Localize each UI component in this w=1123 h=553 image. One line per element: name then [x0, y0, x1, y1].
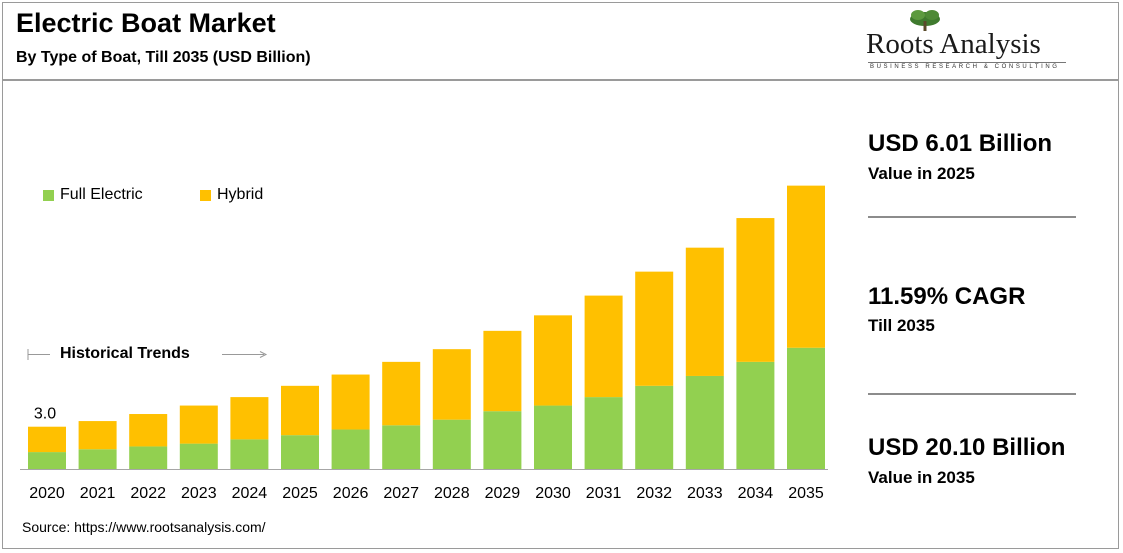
bar-hybrid-2025 — [281, 385, 319, 436]
x-tick-2029: 2029 — [485, 485, 521, 502]
bar-hybrid-2034 — [736, 218, 775, 362]
x-tick-2027: 2027 — [383, 485, 419, 502]
bar-hybrid-2022 — [129, 414, 168, 447]
x-tick-2022: 2022 — [130, 485, 166, 502]
bar-full-electric-2031 — [584, 397, 623, 469]
x-tick-2025: 2025 — [282, 485, 318, 502]
bar-hybrid-2031 — [584, 295, 623, 398]
historical-trends-marker — [27, 349, 268, 360]
bar-hybrid-2032 — [635, 271, 674, 386]
header-divider — [2, 79, 1119, 81]
x-tick-2020: 2020 — [29, 485, 65, 502]
roots-analysis-logo — [868, 10, 1066, 63]
x-tick-2026: 2026 — [333, 485, 369, 502]
bar-hybrid-2024 — [230, 397, 269, 440]
bar-hybrid-2033 — [685, 247, 724, 376]
bar-hybrid-2035 — [787, 185, 825, 348]
highlight-cagr-caption: Till 2035 — [868, 316, 935, 335]
x-tick-2023: 2023 — [181, 485, 217, 502]
highlight-divider-2 — [868, 393, 1076, 395]
bar-full-electric-2033 — [685, 375, 724, 469]
x-tick-2028: 2028 — [434, 485, 470, 502]
bar-full-electric-2020 — [28, 452, 66, 469]
bar-full-electric-2027 — [382, 425, 421, 469]
highlight-2035-value: USD 20.10 Billion — [868, 434, 1066, 461]
bar-full-electric-2035 — [787, 347, 825, 469]
bar-hybrid-2021 — [78, 421, 117, 450]
bar-hybrid-2027 — [382, 361, 421, 426]
x-tick-2032: 2032 — [636, 485, 672, 502]
x-tick-2034: 2034 — [738, 485, 774, 502]
bar-hybrid-2029 — [483, 330, 522, 412]
page-subtitle: By Type of Boat, Till 2035 (USD Billion) — [16, 49, 311, 66]
bar-full-electric-2026 — [331, 429, 370, 469]
logo-tagline: BUSINESS RESEARCH & CONSULTING — [870, 64, 1060, 70]
x-tick-2031: 2031 — [586, 485, 622, 502]
bar-full-electric-2030 — [534, 405, 572, 469]
x-tick-2021: 2021 — [80, 485, 116, 502]
historical-trends-label: Historical Trends — [60, 345, 190, 362]
bar-hybrid-2023 — [179, 405, 218, 444]
bar-hybrid-2028 — [432, 349, 471, 420]
x-tick-2024: 2024 — [232, 485, 268, 502]
x-tick-2033: 2033 — [687, 485, 723, 502]
bar-full-electric-2028 — [432, 419, 471, 469]
page-title: Electric Boat Market — [16, 8, 276, 38]
highlight-2025-value: USD 6.01 Billion — [868, 130, 1053, 157]
highlight-divider-1 — [868, 216, 1076, 218]
highlight-2035-caption: Value in 2035 — [868, 468, 975, 487]
bar-full-electric-2032 — [635, 385, 674, 469]
bar-full-electric-2023 — [179, 443, 218, 469]
legend-swatch-hybrid — [200, 189, 211, 201]
bar-full-electric-2022 — [129, 446, 168, 469]
bar-full-electric-2029 — [483, 411, 522, 469]
logo-name: Roots Analysis — [866, 28, 1041, 60]
bar-hybrid-2030 — [534, 315, 572, 406]
highlight-2025-caption: Value in 2025 — [868, 164, 975, 183]
bar-hybrid-2020 — [28, 426, 66, 453]
data-label-2020: 3.0 — [34, 406, 56, 423]
legend-item-full-electric: Full Electric — [43, 186, 143, 204]
source-note: Source: https://www.rootsanalysis.com/ — [22, 519, 266, 535]
x-tick-2035: 2035 — [788, 485, 824, 502]
bar-full-electric-2034 — [736, 361, 775, 469]
tree-icon — [910, 10, 940, 31]
legend-item-hybrid: Hybrid — [200, 186, 263, 204]
x-tick-2030: 2030 — [535, 485, 571, 502]
legend-label-full-electric: Full Electric — [60, 186, 143, 203]
bar-full-electric-2024 — [230, 439, 269, 469]
highlight-cagr-value: 11.59% CAGR — [868, 283, 1026, 310]
bar-full-electric-2025 — [281, 435, 319, 469]
bar-full-electric-2021 — [78, 449, 117, 469]
legend-swatch-full-electric — [43, 189, 54, 201]
bar-hybrid-2026 — [331, 374, 370, 430]
legend-label-hybrid: Hybrid — [217, 186, 264, 203]
